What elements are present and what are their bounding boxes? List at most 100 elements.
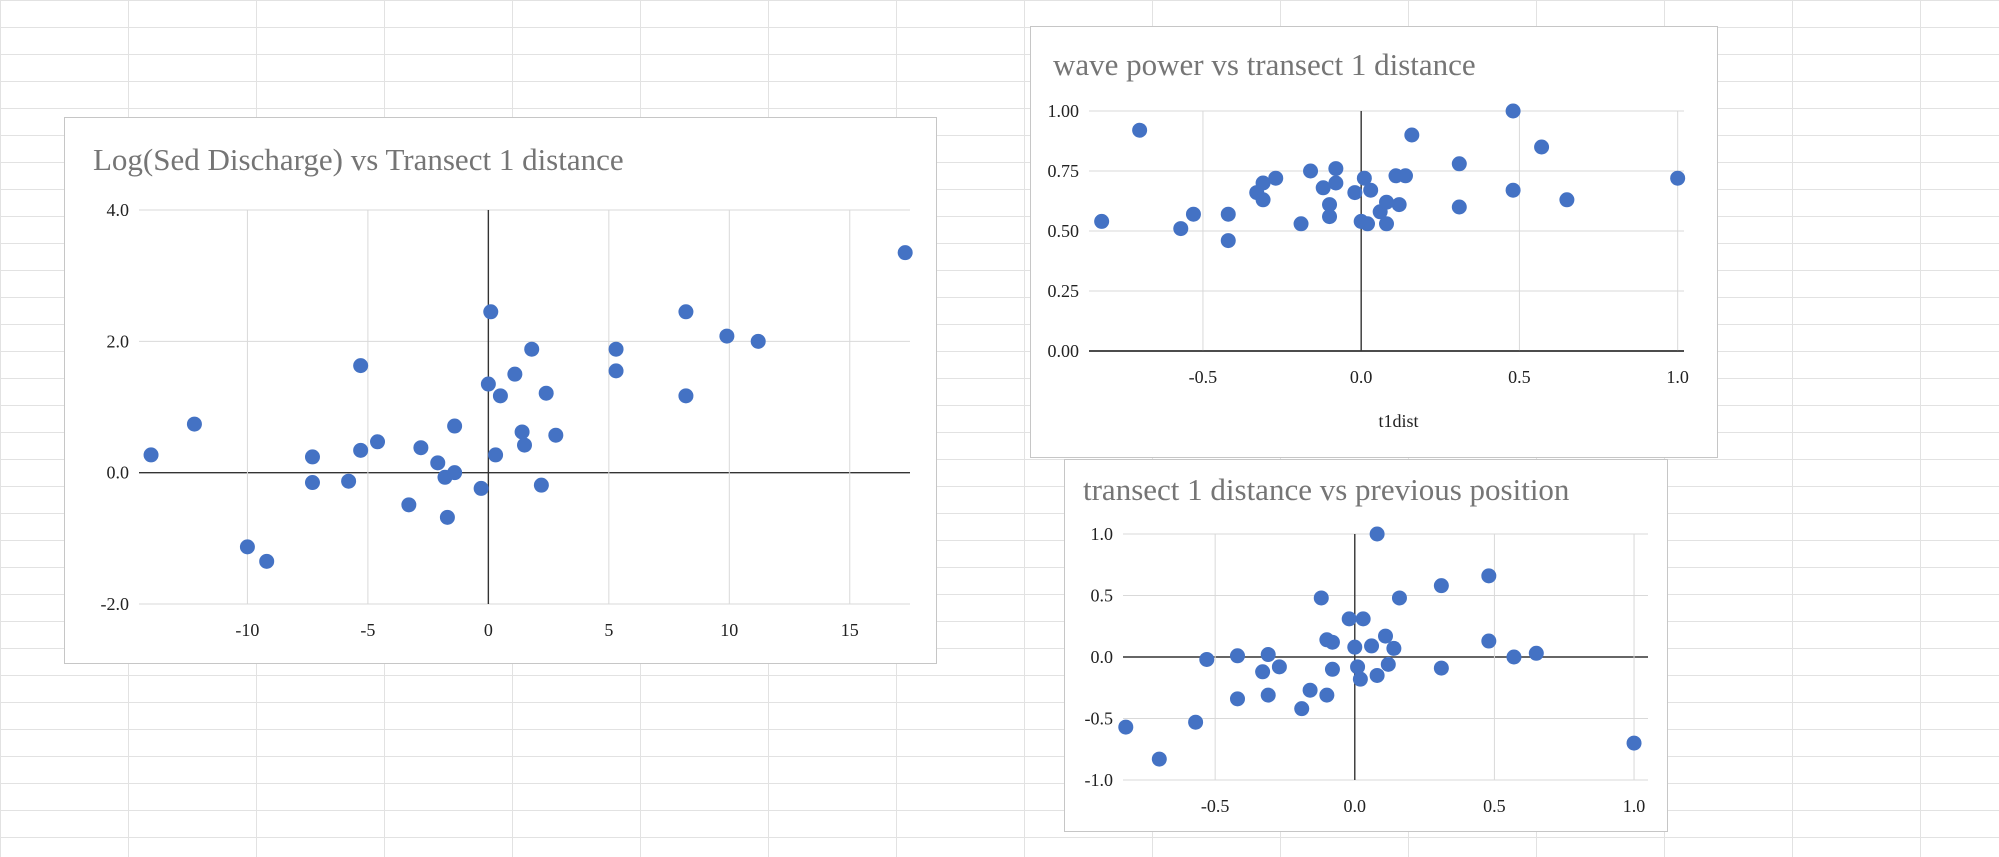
data-point	[1379, 216, 1394, 232]
data-point	[186, 416, 202, 432]
chart-title: Log(Sed Discharge) vs Transect 1 distanc…	[93, 142, 624, 177]
x-tick-label: 0.5	[1508, 367, 1531, 387]
x-tick-label: 5	[604, 620, 613, 640]
data-point	[1328, 161, 1344, 177]
data-point	[480, 376, 496, 392]
data-point	[1324, 634, 1340, 650]
data-point	[1341, 611, 1357, 627]
data-point	[447, 465, 463, 481]
data-point	[304, 475, 320, 491]
scatter-plot-area: 0.00 0.25 0.50 0.75 1.00 -0.5 0.0 0.5 1.0 t1dist	[1048, 101, 1689, 431]
data-point	[401, 497, 417, 513]
data-point	[1559, 192, 1575, 208]
data-point	[1352, 671, 1368, 687]
x-tick-label: 0.0	[1350, 367, 1373, 387]
data-point	[1369, 526, 1385, 542]
data-point	[548, 427, 564, 443]
data-point	[1380, 656, 1396, 672]
data-point	[1433, 660, 1449, 676]
x-tick-label: 1.0	[1623, 796, 1646, 816]
data-point	[1670, 170, 1686, 186]
data-point	[239, 539, 255, 555]
x-tick-label: 0	[484, 620, 493, 640]
data-point	[1188, 714, 1204, 730]
x-tick-label: 10	[720, 620, 738, 640]
data-point	[1397, 168, 1413, 184]
data-point	[608, 363, 624, 379]
data-point	[483, 304, 499, 320]
data-point	[719, 328, 735, 344]
data-point	[1313, 590, 1329, 606]
data-point	[1322, 209, 1338, 225]
data-point	[608, 341, 624, 357]
data-point	[1255, 175, 1271, 191]
data-point	[1347, 639, 1363, 655]
data-point	[1505, 103, 1521, 119]
data-point	[1260, 647, 1276, 663]
data-point	[341, 473, 357, 489]
data-point	[1451, 156, 1467, 172]
x-tick-label: 0.5	[1483, 796, 1506, 816]
y-tick-label: -2.0	[101, 594, 130, 614]
data-point	[1505, 182, 1521, 198]
data-point	[1260, 687, 1276, 703]
data-point	[1364, 638, 1380, 654]
data-point	[1360, 216, 1376, 232]
x-tick-label: -10	[235, 620, 259, 640]
data-point	[507, 366, 523, 382]
data-point	[678, 304, 694, 320]
y-tick-label: 0.75	[1048, 161, 1080, 181]
chart-title: transect 1 distance vs previous position	[1083, 472, 1570, 507]
x-tick-label: -5	[360, 620, 375, 640]
data-point	[1379, 194, 1394, 210]
data-point	[143, 447, 159, 463]
data-point	[1369, 667, 1385, 683]
data-point	[1626, 735, 1642, 751]
data-point	[1315, 180, 1331, 196]
data-point	[1433, 578, 1449, 594]
y-tick-label: 0.25	[1048, 281, 1080, 301]
scatter-plot-area: -1.0 -0.5 0.0 0.5 1.0 -0.5 0.0 0.5 1.0	[1085, 524, 1648, 816]
data-point	[430, 455, 446, 471]
y-tick-label: 2.0	[107, 331, 130, 351]
y-tick-label: 4.0	[107, 200, 130, 220]
data-point	[1378, 628, 1393, 644]
data-point	[1132, 122, 1148, 138]
y-tick-label: 0.50	[1048, 221, 1080, 241]
data-point	[488, 447, 504, 463]
data-point	[538, 385, 554, 401]
data-point	[1303, 163, 1319, 179]
chart-previous-position[interactable]: transect 1 distance vs previous position…	[1064, 459, 1668, 832]
data-point	[1534, 139, 1550, 155]
data-point	[1118, 719, 1134, 735]
data-point	[1229, 691, 1245, 707]
data-point	[1185, 206, 1201, 222]
data-point	[750, 333, 766, 349]
data-point	[1386, 640, 1402, 656]
data-point	[533, 477, 549, 493]
data-point	[1220, 233, 1236, 249]
y-tick-label: 0.00	[1048, 341, 1080, 361]
data-point	[514, 424, 530, 440]
data-point	[517, 437, 532, 453]
chart-sed-discharge[interactable]: Log(Sed Discharge) vs Transect 1 distanc…	[64, 117, 937, 664]
data-point	[1506, 649, 1522, 665]
data-point	[1355, 611, 1371, 627]
data-point	[473, 480, 489, 496]
data-point	[304, 449, 320, 465]
x-tick-label: -0.5	[1189, 367, 1218, 387]
data-point	[1229, 648, 1245, 664]
data-point	[1255, 192, 1271, 208]
y-tick-label: 0.5	[1091, 586, 1114, 606]
chart-wave-power[interactable]: wave power vs transect 1 distance 0.00 0.…	[1030, 26, 1718, 458]
x-tick-label: 0.0	[1344, 796, 1367, 816]
y-tick-label: 1.00	[1048, 101, 1080, 121]
x-tick-label: 1.0	[1666, 367, 1689, 387]
data-point	[1220, 206, 1236, 222]
x-axis-title: t1dist	[1378, 411, 1418, 431]
y-tick-label: -0.5	[1085, 709, 1114, 729]
data-point	[1302, 682, 1318, 698]
data-point	[1363, 182, 1379, 198]
data-point	[1347, 185, 1363, 201]
